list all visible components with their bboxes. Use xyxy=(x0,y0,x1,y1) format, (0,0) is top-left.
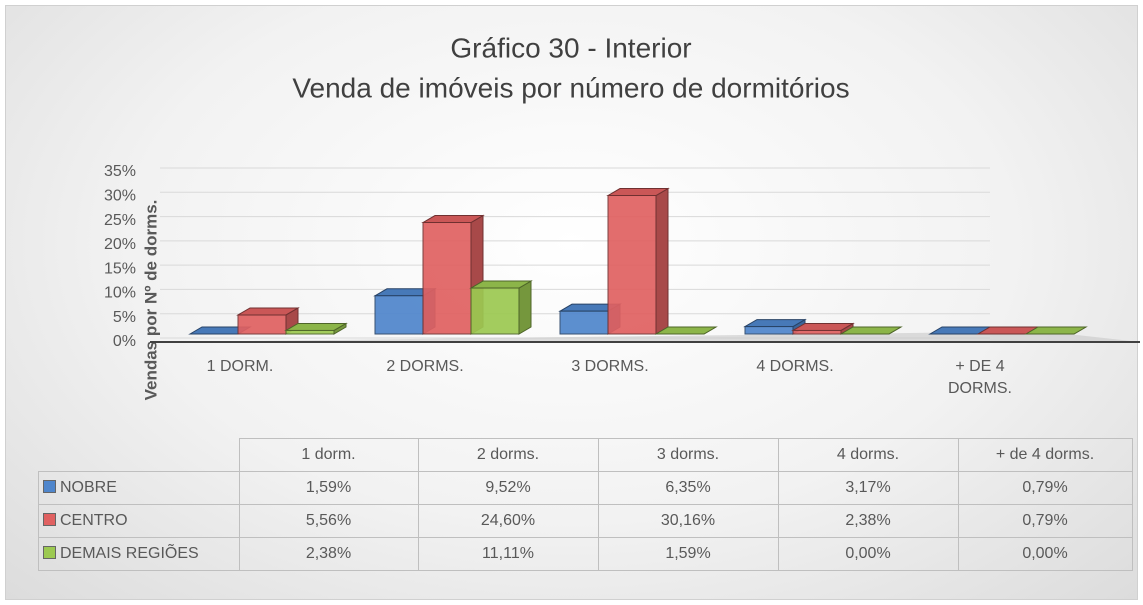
value-cell: 9,52% xyxy=(417,471,599,505)
value-cell: 11,11% xyxy=(417,537,599,571)
value-cell: 0,00% xyxy=(957,537,1133,571)
y-tick-label: 5% xyxy=(113,309,136,326)
y-tick-label: 30% xyxy=(104,188,136,205)
value-cell: 0,79% xyxy=(957,471,1133,505)
bar xyxy=(285,329,335,335)
value-cell: 30,16% xyxy=(597,504,779,538)
data-table: 1 dorm. 2 dorms. 3 dorms. 4 dorms. + de 4 do… xyxy=(38,438,1133,571)
bar-top xyxy=(654,326,718,335)
bar xyxy=(559,310,609,335)
bar xyxy=(744,326,794,335)
y-axis-label: Vendas por Nº de dorms. xyxy=(141,200,160,401)
bar-side xyxy=(518,280,532,335)
value-cell: 1,59% xyxy=(597,537,779,571)
x-tick-label: 2 DORMS. xyxy=(386,358,464,375)
y-tick-label: 35% xyxy=(104,163,136,180)
x-tick-label: 4 DORMS. xyxy=(756,358,834,375)
legend-label: NOBRE xyxy=(60,479,117,496)
value-cell: 2,38% xyxy=(238,537,419,571)
bar xyxy=(792,329,842,335)
legend-swatch xyxy=(43,546,56,559)
y-tick-label: 20% xyxy=(104,236,136,253)
value-cell: 3,17% xyxy=(777,471,959,505)
y-tick-label: 15% xyxy=(104,260,136,277)
legend-cell: CENTRO xyxy=(38,504,240,538)
y-tick-label: 10% xyxy=(104,285,136,302)
value-cell: 6,35% xyxy=(597,471,779,505)
floor xyxy=(160,332,1140,342)
legend-cell: NOBRE xyxy=(38,471,240,505)
bar xyxy=(607,195,657,335)
legend-swatch xyxy=(43,480,56,493)
table-corner xyxy=(38,438,240,472)
value-cell: 0,00% xyxy=(777,537,959,571)
chart-title: Gráfico 30 - Interior xyxy=(450,32,691,63)
chart-subtitle: Venda de imóveis por número de dormitóri… xyxy=(292,72,849,103)
x-tick-label: 1 DORM. xyxy=(206,358,274,375)
bar xyxy=(374,295,424,335)
bar-top xyxy=(1024,326,1088,335)
legend-label: DEMAIS REGIÕES xyxy=(60,545,199,562)
value-cell: 0,79% xyxy=(957,504,1133,538)
bar-side xyxy=(655,187,669,335)
column-header: + de 4 dorms. xyxy=(957,438,1133,472)
x-tick-label: 3 DORMS. xyxy=(571,358,649,375)
value-cell: 5,56% xyxy=(238,504,419,538)
value-cell: 1,59% xyxy=(238,471,419,505)
y-tick-label: 25% xyxy=(104,212,136,229)
table-row: DEMAIS REGIÕES 2,38% 11,11% 1,59% 0,00% 0,00% xyxy=(38,537,1133,571)
column-header: 4 dorms. xyxy=(777,438,959,472)
bar-top xyxy=(839,326,903,335)
table-row: CENTRO 5,56% 24,60% 30,16% 2,38% 0,79% xyxy=(38,504,1133,538)
column-header: 2 dorms. xyxy=(417,438,599,472)
column-header: 1 dorm. xyxy=(238,438,419,472)
legend-swatch xyxy=(43,513,56,526)
bar xyxy=(237,314,287,335)
value-cell: 2,38% xyxy=(777,504,959,538)
bar xyxy=(470,287,520,335)
column-header: 3 dorms. xyxy=(597,438,779,472)
value-cell: 24,60% xyxy=(417,504,599,538)
table-row: NOBRE 1,59% 9,52% 6,35% 3,17% 0,79% xyxy=(38,471,1133,505)
y-tick-label: 0% xyxy=(113,333,136,350)
bar xyxy=(422,222,472,335)
legend-label: CENTRO xyxy=(60,512,128,529)
x-tick-label: + DE 4 DORMS. xyxy=(948,358,1012,397)
legend-cell: DEMAIS REGIÕES xyxy=(38,537,240,571)
